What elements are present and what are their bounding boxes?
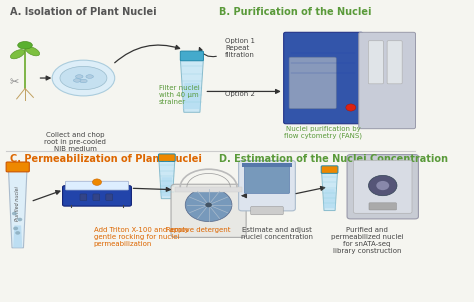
Polygon shape (161, 177, 173, 196)
FancyBboxPatch shape (387, 41, 402, 84)
FancyBboxPatch shape (238, 161, 295, 211)
Text: Purified nuclei: Purified nuclei (15, 186, 20, 220)
Text: ✂: ✂ (10, 78, 19, 88)
FancyBboxPatch shape (80, 194, 87, 201)
FancyBboxPatch shape (93, 194, 100, 201)
Text: Option 2: Option 2 (225, 92, 255, 98)
FancyBboxPatch shape (283, 32, 363, 124)
FancyBboxPatch shape (359, 32, 416, 129)
FancyBboxPatch shape (175, 187, 242, 192)
FancyBboxPatch shape (106, 194, 113, 201)
Polygon shape (13, 226, 22, 248)
Text: Purified and
permeabilized nuclei
for snATA-seq
library construction: Purified and permeabilized nuclei for sn… (331, 227, 403, 254)
FancyBboxPatch shape (63, 186, 131, 206)
Circle shape (376, 181, 389, 190)
Text: Collect and chop
root in pre-cooled
NIB medium: Collect and chop root in pre-cooled NIB … (44, 132, 106, 152)
Circle shape (15, 231, 20, 235)
Text: Filter nuclei
with 40 μm
strainer: Filter nuclei with 40 μm strainer (158, 85, 199, 105)
Text: Add Triton X-100 and apply
gentle rocking for nuclei
permeabilization: Add Triton X-100 and apply gentle rockin… (94, 227, 189, 247)
Circle shape (18, 218, 22, 221)
Ellipse shape (80, 79, 87, 83)
Polygon shape (181, 60, 203, 112)
Ellipse shape (86, 75, 93, 78)
Polygon shape (9, 171, 27, 248)
Polygon shape (322, 172, 337, 210)
FancyBboxPatch shape (6, 162, 29, 172)
FancyBboxPatch shape (180, 51, 203, 61)
Ellipse shape (26, 47, 39, 56)
Circle shape (92, 179, 101, 185)
Text: Remove detergent: Remove detergent (166, 227, 230, 233)
Ellipse shape (52, 60, 115, 96)
FancyBboxPatch shape (354, 160, 412, 213)
FancyBboxPatch shape (368, 41, 383, 84)
Text: B. Purification of the Nuclei: B. Purification of the Nuclei (219, 7, 372, 17)
FancyBboxPatch shape (347, 155, 419, 219)
Circle shape (13, 226, 18, 230)
Text: A. Isolation of Plant Nuclei: A. Isolation of Plant Nuclei (10, 7, 157, 17)
Circle shape (185, 188, 232, 222)
Circle shape (368, 175, 397, 196)
Circle shape (346, 104, 356, 111)
FancyBboxPatch shape (369, 203, 397, 210)
Ellipse shape (18, 42, 32, 49)
Text: D. Estimation of the Nuclei Concentration: D. Estimation of the Nuclei Concentratio… (219, 154, 448, 164)
Ellipse shape (75, 75, 83, 78)
Text: Nuclei purification by
flow cytometry (FANS): Nuclei purification by flow cytometry (F… (284, 126, 362, 139)
FancyBboxPatch shape (244, 165, 290, 194)
FancyBboxPatch shape (158, 154, 175, 162)
Polygon shape (323, 189, 336, 208)
Polygon shape (182, 83, 201, 109)
FancyBboxPatch shape (251, 207, 283, 215)
FancyBboxPatch shape (65, 181, 128, 190)
Text: C. Permeabilization of Plant Nuclei: C. Permeabilization of Plant Nuclei (10, 154, 202, 164)
FancyBboxPatch shape (321, 166, 338, 173)
FancyBboxPatch shape (289, 57, 336, 109)
FancyBboxPatch shape (171, 184, 246, 237)
Text: Option 1
Repeat
filtration: Option 1 Repeat filtration (225, 38, 255, 58)
Ellipse shape (10, 50, 25, 59)
Polygon shape (159, 161, 175, 199)
Circle shape (205, 203, 212, 207)
Ellipse shape (60, 66, 107, 90)
Ellipse shape (73, 79, 81, 82)
FancyBboxPatch shape (242, 163, 292, 167)
Circle shape (12, 212, 17, 215)
Text: Estimate and adjust
nuclei concentration: Estimate and adjust nuclei concentration (241, 227, 313, 240)
